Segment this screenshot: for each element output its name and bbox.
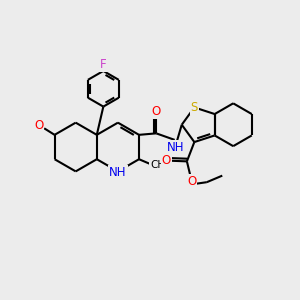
Text: O: O bbox=[34, 119, 44, 132]
Text: NH: NH bbox=[109, 167, 127, 179]
Text: O: O bbox=[161, 154, 171, 167]
Text: CH₃: CH₃ bbox=[150, 160, 170, 170]
Text: F: F bbox=[100, 58, 107, 71]
Text: O: O bbox=[152, 106, 161, 118]
Text: NH: NH bbox=[167, 141, 184, 154]
Text: S: S bbox=[190, 101, 198, 114]
Text: O: O bbox=[187, 175, 196, 188]
